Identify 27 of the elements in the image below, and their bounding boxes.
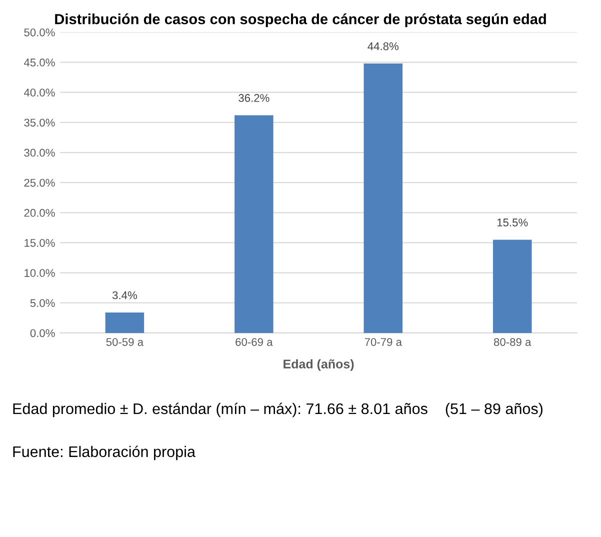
y-tick-label: 20.0% [24,208,55,217]
data-label: 44.8% [368,42,398,50]
data-label: 3.4% [112,291,137,300]
y-tick-label: 5.0% [30,299,55,308]
text: Edad promedio ± D. estándar (mín – máx): 71.66 ± 8.01 años (51 – 89 años) [13,402,542,418]
y-tick-label: 35.0% [24,118,55,127]
x-tick-label: 50-59 a [106,338,144,346]
y-tick-label: 40.0% [24,88,55,96]
y-tick-label: 50.0% [24,28,55,36]
bar [364,63,403,333]
source-note: Fuente: Elaboración propia [13,446,196,460]
y-tick-label: 25.0% [24,178,55,187]
y-tick-label: 30.0% [24,148,55,157]
x-tick-label: 70-79 a [364,338,402,346]
x-axis-title: Edad (años) [284,359,354,371]
y-tick-label: 10.0% [24,269,55,277]
x-tick-label: 80-89 a [494,338,532,346]
chart-title: Distribución de casos con sospecha de cáncer de próstata según edad [55,13,546,28]
data-label: 36.2% [238,94,270,102]
bar [234,115,274,333]
y-tick-label: 15.0% [24,238,55,247]
bar [105,312,144,333]
data-label: 15.5% [497,218,528,226]
x-tick-label: 60-69 a [236,338,273,346]
y-tick-label: 0.0% [30,329,55,338]
y-tick-label: 45.0% [24,58,55,66]
bar [492,240,532,333]
